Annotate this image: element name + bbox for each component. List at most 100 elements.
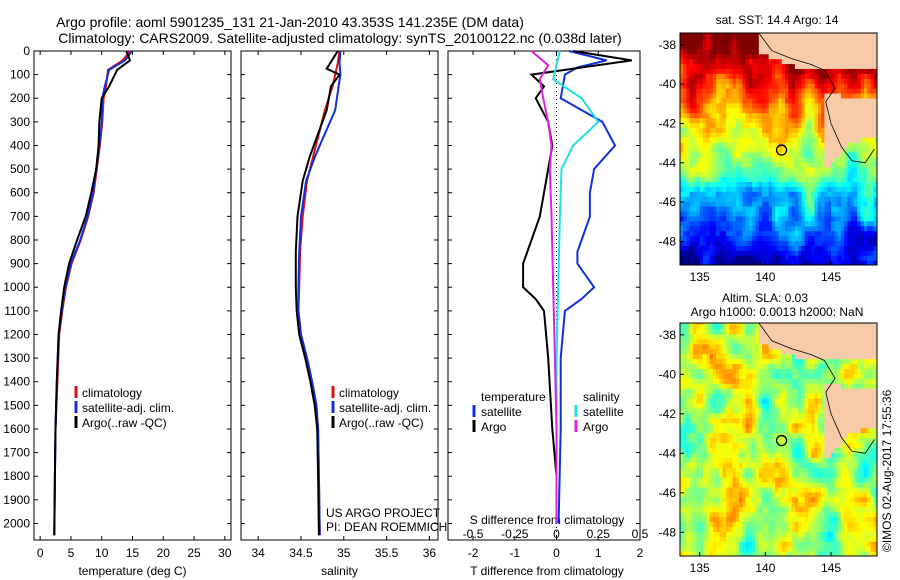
map-cell [725, 447, 730, 453]
map-cell [745, 333, 750, 340]
map-cell [725, 442, 730, 448]
map-cell [775, 323, 780, 325]
map-cell [794, 501, 799, 508]
map-cell [748, 378, 753, 384]
map-cell [755, 142, 760, 148]
map-cell [716, 225, 720, 232]
map-cell [702, 58, 707, 65]
map-cell [732, 161, 737, 168]
map-cell [771, 328, 776, 335]
map-cell [801, 348, 806, 355]
map-cell [706, 206, 711, 212]
map-cell [788, 260, 793, 265]
map-cell [791, 255, 796, 261]
map-cell [739, 393, 743, 399]
map-cell [699, 215, 704, 222]
map-cell [791, 536, 796, 542]
map-cell [689, 402, 694, 409]
map-cell [755, 107, 760, 114]
map-cell [735, 107, 740, 114]
map-cell [719, 171, 724, 178]
map-cell [696, 127, 701, 133]
map-cell [821, 53, 826, 60]
map-cell [709, 422, 714, 429]
map-cell [791, 491, 796, 498]
map-cell [732, 176, 737, 183]
map-cell [699, 467, 704, 473]
map-cell [801, 137, 806, 143]
map-cell [683, 447, 688, 453]
map-cell [808, 38, 812, 45]
map-cell [709, 491, 714, 498]
map-cell [827, 215, 832, 222]
map-cell [693, 53, 698, 60]
map-cell [683, 206, 688, 212]
map-cell [824, 122, 829, 128]
map-cell [758, 250, 763, 256]
map-cell [702, 210, 707, 217]
map-cell [706, 506, 711, 513]
map-cell [680, 186, 684, 192]
map-cell [722, 546, 727, 552]
map-cell [778, 506, 783, 513]
map-cell [781, 102, 786, 109]
map-cell [722, 363, 727, 370]
map-cell [824, 33, 829, 35]
map-cell [821, 250, 826, 256]
map-cell [847, 201, 852, 207]
map-cell [729, 260, 734, 265]
map-cell [742, 457, 747, 463]
map-cell [860, 88, 865, 94]
map-cell [834, 235, 839, 242]
map-cell [755, 73, 760, 79]
map-cell [791, 78, 796, 84]
map-cell [808, 58, 812, 65]
map-cell [860, 48, 865, 55]
map-cell [847, 186, 852, 192]
map-cell [729, 156, 734, 163]
map-cell [794, 260, 799, 265]
map-cell [870, 122, 875, 128]
map-cell [785, 546, 789, 552]
map-cell [867, 151, 872, 158]
map-cell [758, 506, 763, 513]
map-cell [762, 398, 766, 404]
map-cell [758, 501, 763, 508]
map-cell [739, 78, 743, 84]
map-cell [719, 472, 724, 478]
map-cell [748, 368, 753, 374]
y-tick-label: 500 [10, 162, 30, 176]
map-cell [788, 536, 793, 542]
map-cell [781, 531, 786, 537]
map-cell [752, 107, 757, 114]
map-cell [821, 127, 826, 133]
map-cell [863, 196, 868, 202]
map-cell [814, 38, 819, 45]
map-cell [814, 220, 819, 227]
map-cell [860, 191, 865, 197]
map-cell [686, 166, 691, 173]
map-cell [735, 201, 740, 207]
map-cell [762, 215, 766, 222]
map-cell [765, 92, 770, 99]
map-cell [725, 112, 730, 119]
map-cell [689, 201, 694, 207]
legend-title: temperature [481, 390, 546, 404]
map-cell [735, 393, 740, 399]
map-cell [781, 127, 786, 133]
map-cell [719, 53, 724, 60]
map-cell [742, 467, 747, 473]
map-cell [837, 107, 842, 114]
map-cell [693, 245, 698, 251]
map-cell [748, 526, 753, 532]
map-cell [758, 516, 763, 523]
map-cell [706, 447, 711, 453]
map-cell [742, 151, 747, 158]
map-cell [867, 97, 872, 104]
map-cell [778, 541, 783, 547]
map-cell [844, 83, 849, 89]
map-cell [686, 215, 691, 222]
map-cell [735, 378, 740, 384]
map-cell [808, 117, 812, 124]
map-cell [811, 230, 816, 237]
